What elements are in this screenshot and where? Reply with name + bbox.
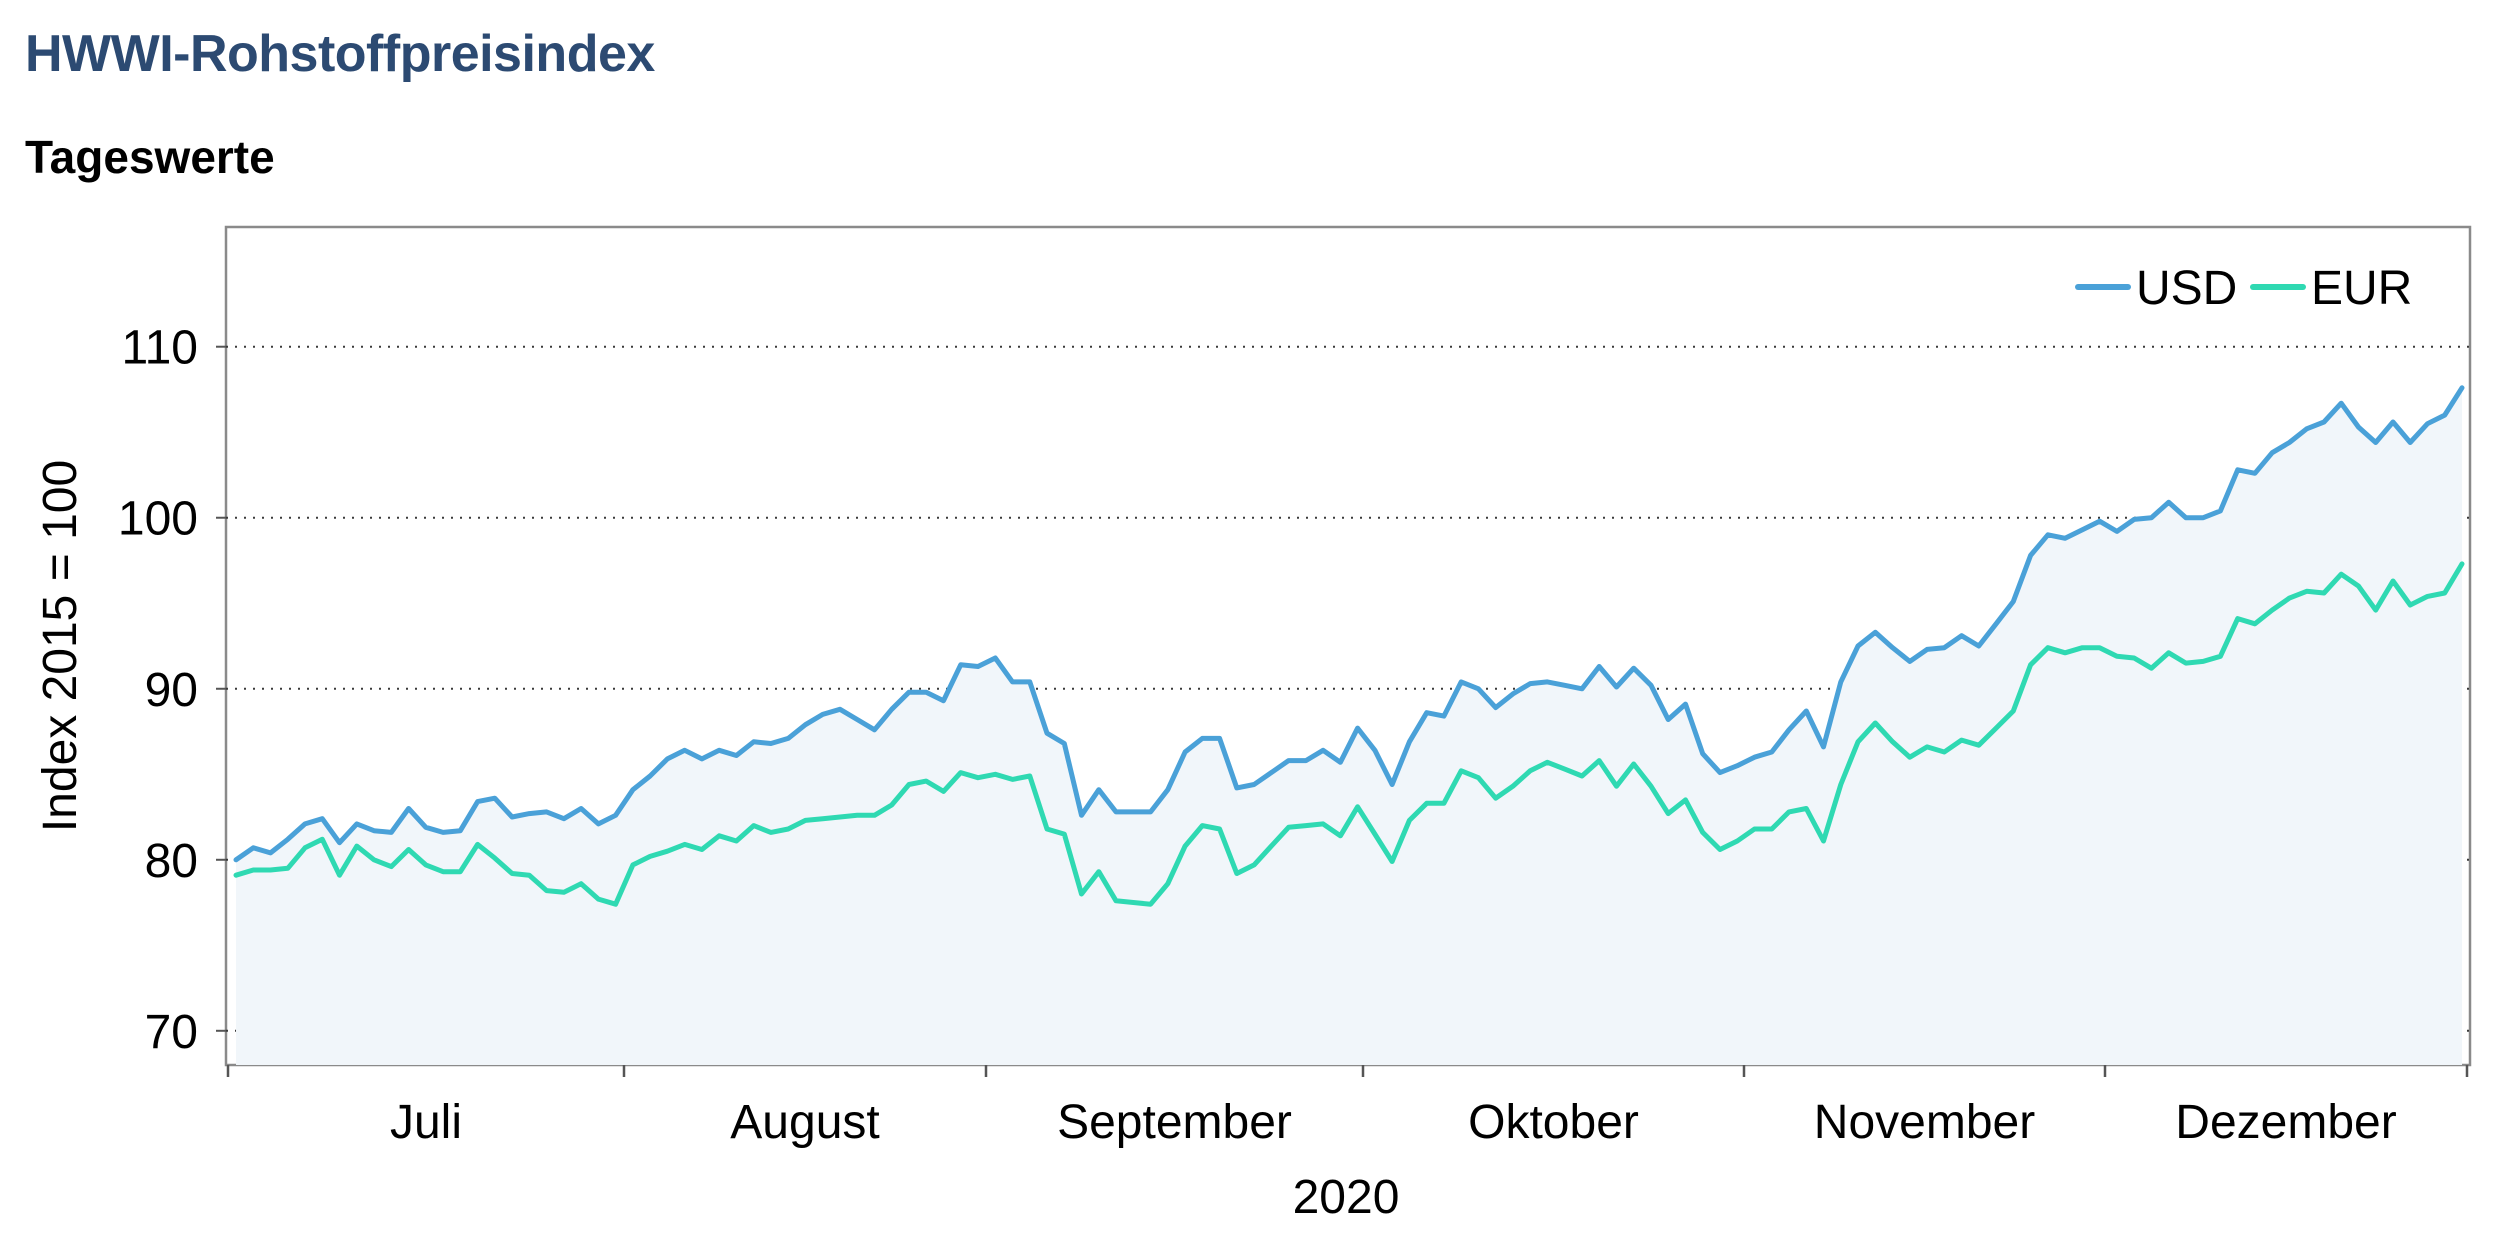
chart-title: HWWI-Rohstoffpreisindex (25, 25, 655, 83)
y-axis: 70 80 90 100 110 (118, 322, 226, 1059)
series-lines (233, 385, 2465, 907)
x-tick-label-juli: Juli (390, 1096, 462, 1149)
series-line-eur (233, 561, 2465, 907)
chart-subtitle: Tageswerte (25, 131, 275, 183)
y-tick-label: 70 (145, 1006, 198, 1059)
y-tick-label: 90 (145, 664, 198, 717)
y-axis-label: Index 2015 = 100 (34, 460, 87, 832)
x-tick-label-dezember: Dezember (2175, 1096, 2396, 1149)
x-axis-label: 2020 (1293, 1171, 1400, 1224)
series-line-usd (233, 385, 2465, 863)
x-tick-label-oktober: Oktober (1468, 1096, 1639, 1149)
legend: USD EUR (2075, 262, 2412, 315)
legend-label-usd: USD (2136, 262, 2237, 315)
legend-label-eur: EUR (2311, 262, 2412, 315)
y-tick-label: 80 (145, 835, 198, 888)
area-fill (236, 387, 2462, 1065)
x-tick-label-september: September (1057, 1096, 1292, 1149)
x-tick-label-november: November (1814, 1096, 2035, 1149)
y-tick-label: 110 (121, 322, 198, 375)
x-tick-label-august: August (730, 1096, 879, 1149)
x-axis: Juli August September Oktober November Dezemb… (226, 1065, 2469, 1149)
y-tick-label: 100 (118, 493, 198, 546)
